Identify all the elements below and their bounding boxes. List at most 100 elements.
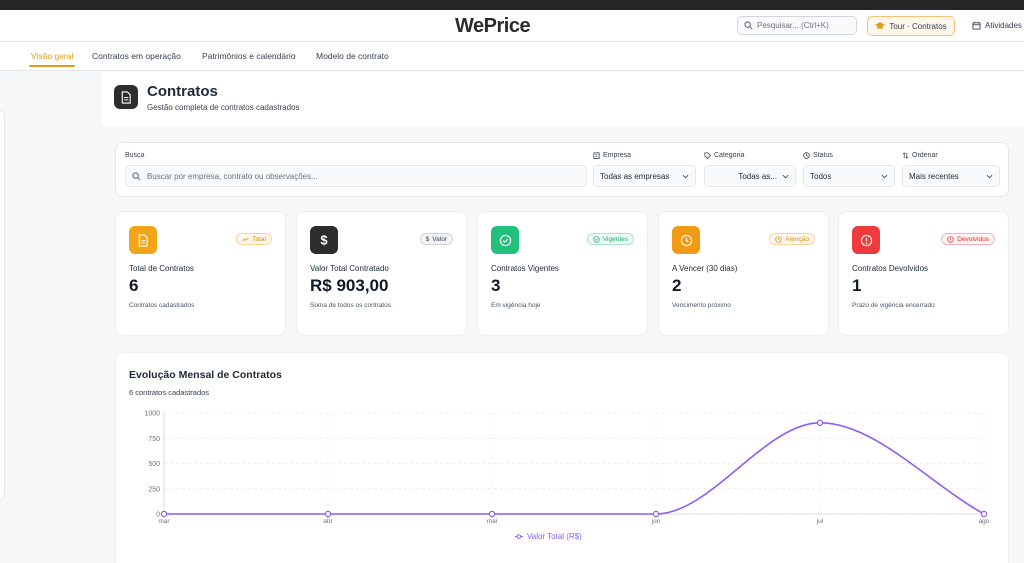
clock-icon	[803, 152, 810, 159]
legend-marker	[516, 534, 522, 539]
data-point	[488, 510, 496, 518]
line-chart[interactable]: 0 250 500 750 1000 mar abr mai jun jul ago Valor To…	[116, 353, 1010, 563]
order-select-value: Mais recentes	[909, 171, 959, 181]
x-tick-label: abr	[323, 518, 333, 525]
legend-label: Valor Total (R$)	[527, 532, 582, 541]
status-filter-label: Status	[803, 152, 833, 159]
tab-contratos-em-operacao[interactable]: Contratos em operação	[92, 51, 181, 61]
sort-arrows-icon	[902, 152, 909, 159]
global-search-input[interactable]: Pesquisar... (Ctrl+K)	[737, 16, 857, 35]
card-description: Prazo de vigência encerrado	[852, 302, 935, 309]
top-header: WePrice Pesquisar... (Ctrl+K) Tour · Con…	[0, 10, 1024, 42]
tour-button[interactable]: Tour · Contratos	[867, 16, 955, 36]
status-select[interactable]: Todos	[803, 165, 895, 187]
window-top-strip	[0, 0, 1024, 10]
alert-circle-icon	[947, 235, 954, 243]
card-value: 3	[491, 276, 501, 295]
card-label: Contratos Vigentes	[491, 264, 559, 273]
series-line	[164, 421, 985, 515]
chart-title: Evolução Mensal de Contratos	[129, 369, 282, 381]
contract-search-input[interactable]: Buscar por empresa, contrato ou observaç…	[125, 165, 587, 187]
section-tabs: Visão geral Contratos em operação Patrim…	[0, 42, 1024, 71]
collapsed-side-panel[interactable]	[0, 110, 5, 500]
status-select-value: Todos	[810, 171, 832, 181]
y-tick-label: 1000	[144, 411, 160, 418]
page-header: Contratos Gestão completa de contratos c…	[101, 72, 1024, 127]
company-select-value: Todas as empresas	[600, 171, 670, 181]
clock-icon	[672, 226, 700, 254]
card-label: Valor Total Contratado	[310, 264, 389, 273]
badge-label: Devolvidos	[957, 235, 989, 243]
chart-subtitle: 6 contratos cadastrados	[129, 388, 210, 397]
contract-search-placeholder: Buscar por empresa, contrato ou observaç…	[147, 171, 318, 181]
chevron-down-icon	[782, 174, 789, 178]
status-badge: $ Valor	[419, 233, 453, 245]
chevron-down-icon	[682, 174, 689, 178]
check-circle-icon	[491, 226, 519, 254]
badge-label: Vigentes	[602, 235, 628, 243]
category-label-text: Categoria	[714, 152, 745, 159]
card-contratos-devolvidos[interactable]: Devolvidos Contratos Devolvidos 1 Prazo …	[838, 211, 1009, 336]
y-tick-label: 0	[156, 512, 160, 519]
y-tick-label: 250	[148, 486, 160, 493]
status-badge: Total	[236, 233, 272, 245]
x-tick-label: jul	[816, 518, 824, 525]
category-select-value: Todas as...	[738, 171, 777, 181]
dollar-icon: $	[425, 235, 430, 243]
weprice-logo[interactable]: WePrice	[455, 15, 531, 37]
badge-label: Total	[252, 235, 266, 243]
dollar-icon: $	[310, 226, 338, 254]
order-label-text: Ordenar	[912, 152, 938, 159]
category-select[interactable]: Todas as...	[704, 165, 796, 187]
document-icon	[129, 226, 157, 254]
card-description: Em vigência hoje	[491, 302, 541, 309]
order-select[interactable]: Mais recentes	[902, 165, 1000, 187]
data-point	[652, 510, 660, 518]
page-subtitle: Gestão completa de contratos cadastrados	[147, 103, 300, 112]
card-contratos-vigentes[interactable]: Vigentes Contratos Vigentes 3 Em vigênci…	[477, 211, 648, 336]
card-description: Soma de todos os contratos	[310, 302, 391, 309]
trend-up-icon	[242, 236, 250, 242]
document-icon	[114, 85, 138, 109]
status-badge: Vigentes	[586, 233, 634, 245]
card-description: Vencimento próximo	[672, 302, 731, 309]
status-badge: Atenção	[769, 233, 815, 245]
search-filter-label: Busca	[125, 152, 145, 159]
activities-label: Atividades	[985, 21, 1022, 30]
check-circle-icon	[593, 235, 600, 243]
card-a-vencer[interactable]: Atenção A Vencer (30 dias) 2 Vencimento …	[658, 211, 829, 336]
badge-label: Atenção	[785, 235, 809, 243]
search-icon	[744, 21, 753, 30]
card-description: Contratos cadastrados	[129, 302, 195, 309]
tab-patrimonios-e-calendario[interactable]: Patrimônios e calendário	[202, 51, 296, 61]
tab-modelo-de-contrato[interactable]: Modelo de contrato	[316, 51, 389, 61]
card-value: 6	[129, 276, 139, 295]
activities-button[interactable]: Atividades	[972, 21, 1022, 30]
search-icon	[132, 171, 141, 180]
category-filter-label: Categoria	[704, 152, 744, 159]
calendar-icon	[972, 21, 981, 30]
card-total-contratos[interactable]: Total Total de Contratos 6 Contratos cad…	[115, 211, 286, 336]
card-value: 1	[852, 276, 862, 295]
search-placeholder: Pesquisar... (Ctrl+K)	[757, 21, 829, 30]
tour-label: Tour · Contratos	[889, 21, 947, 31]
chevron-down-icon	[986, 174, 993, 178]
card-label: Contratos Devolvidos	[852, 264, 929, 273]
tag-icon	[704, 152, 711, 159]
status-label-text: Status	[813, 152, 833, 159]
card-value: 2	[672, 276, 682, 295]
graduation-cap-icon	[875, 22, 886, 29]
filters-panel: Busca Buscar por empresa, contrato ou ob…	[115, 142, 1009, 197]
alert-circle-icon	[852, 226, 880, 254]
tab-visao-geral[interactable]: Visão geral	[28, 51, 76, 67]
x-tick-label: ago	[979, 518, 990, 525]
card-valor-total[interactable]: $ $ Valor Valor Total Contratado R$ 903,…	[296, 211, 467, 336]
y-tick-label: 500	[148, 461, 160, 468]
order-filter-label: Ordenar	[902, 152, 938, 159]
data-point	[160, 510, 168, 518]
building-icon	[593, 152, 600, 159]
company-select[interactable]: Todas as empresas	[593, 165, 696, 187]
data-point	[324, 510, 332, 518]
data-point	[980, 510, 988, 518]
svg-text:$: $	[320, 233, 328, 247]
